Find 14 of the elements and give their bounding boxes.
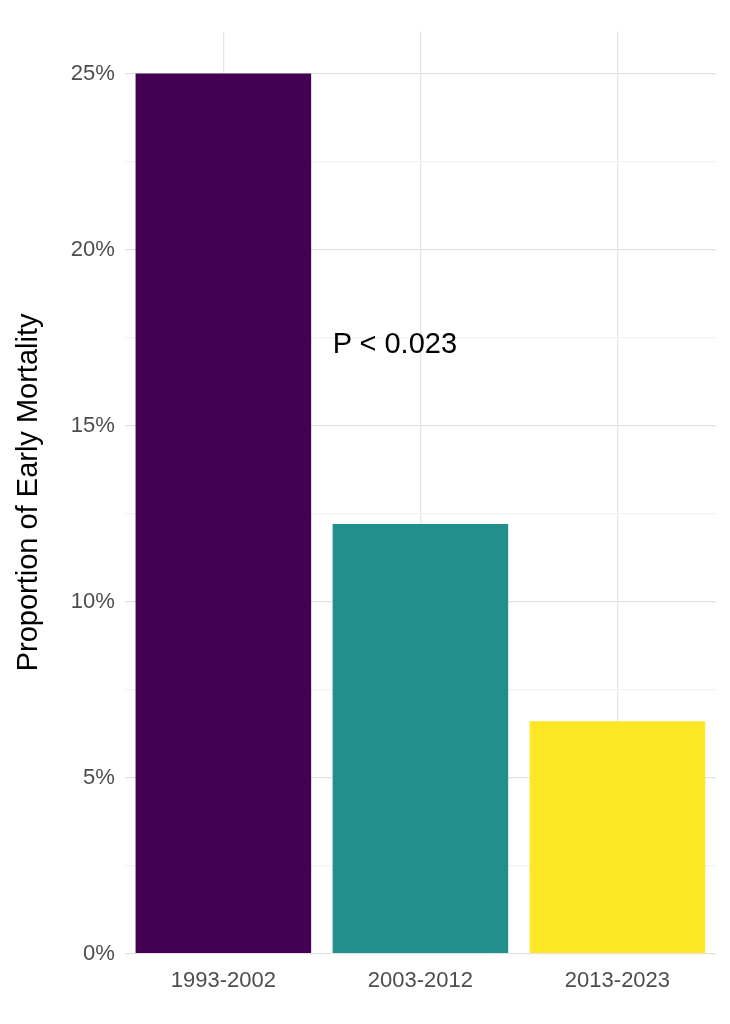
x-tick-label: 1993-2002: [170, 966, 276, 992]
y-tick-label: 10%: [70, 587, 115, 613]
x-tick-label: 2003-2012: [367, 966, 474, 992]
x-tick-label: 2013-2023: [564, 966, 671, 992]
y-tick-label: 15%: [70, 411, 115, 437]
y-tick-label: 5%: [83, 763, 115, 789]
y-tick-label: 0%: [83, 939, 115, 965]
bar: [135, 73, 312, 953]
y-axis-title: Proportion of Early Mortality: [11, 313, 44, 672]
bar: [529, 721, 706, 953]
y-tick-label: 20%: [70, 235, 115, 261]
y-tick-label: 25%: [70, 59, 115, 85]
bar: [332, 524, 509, 953]
annotation: P < 0.023: [332, 326, 458, 359]
